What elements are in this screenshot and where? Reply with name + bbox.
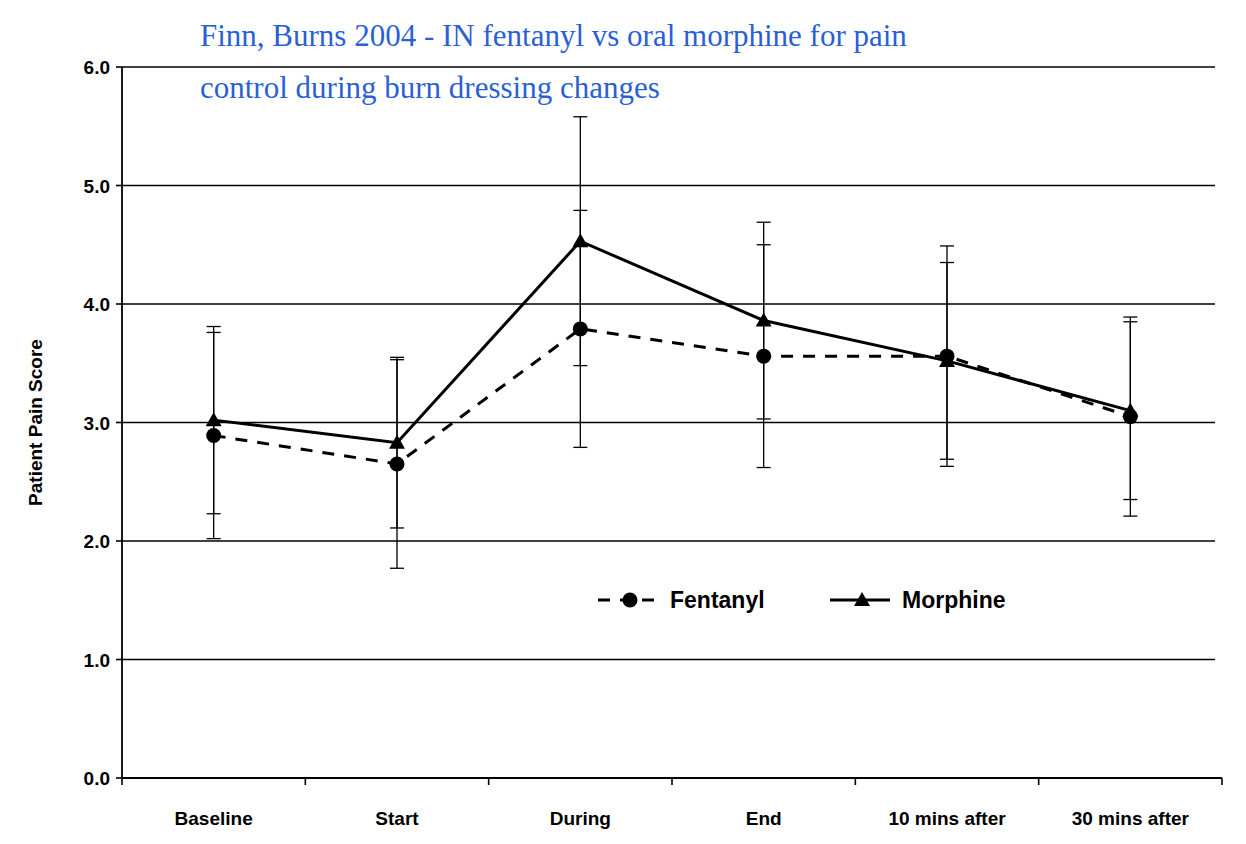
y-tick-label: 5.0 — [84, 176, 110, 197]
x-tick — [305, 778, 307, 785]
data-point — [939, 353, 955, 367]
data-point — [389, 435, 405, 449]
x-tick — [488, 778, 490, 785]
error-bar — [573, 117, 587, 366]
grid-line — [122, 540, 1215, 542]
x-tick — [1221, 778, 1223, 785]
x-tick-label: During — [550, 808, 611, 829]
x-tick-label: Baseline — [175, 808, 253, 829]
grid-line — [122, 185, 1215, 187]
legend-label: Fentanyl — [670, 587, 765, 613]
data-point — [756, 313, 772, 327]
chart-title: Finn, Burns 2004 - IN fentanyl vs oral m… — [200, 10, 920, 114]
y-tick-label: 6.0 — [84, 57, 110, 78]
x-tick — [671, 778, 673, 785]
error-bar — [390, 357, 404, 528]
error-bar — [940, 246, 954, 466]
x-tick — [855, 778, 857, 785]
legend-marker — [854, 592, 870, 606]
x-tick-label: 30 mins after — [1072, 808, 1190, 829]
y-tick-label: 1.0 — [84, 650, 110, 671]
error-bar — [1123, 317, 1137, 516]
error-bar — [757, 222, 771, 419]
legend-label: Morphine — [902, 587, 1006, 613]
grid-line — [122, 659, 1215, 661]
y-axis — [121, 67, 123, 778]
y-tick-label: 3.0 — [84, 413, 110, 434]
series-line — [214, 329, 1131, 464]
y-axis-label: Patient Pain Score — [25, 339, 46, 506]
legend-marker — [623, 593, 638, 608]
series-line — [214, 241, 1131, 442]
legend: Fentanyl Morphine — [598, 587, 1006, 613]
y-tick-label: 2.0 — [84, 531, 110, 552]
grid-line — [122, 66, 1215, 68]
chart: 0.0 1.0 2.0 3.0 4.0 5.0 6.0 Baseline Start During… — [0, 0, 1246, 844]
error-bar — [940, 263, 954, 460]
data-point — [206, 412, 222, 426]
x-tick — [121, 778, 123, 785]
y-tick-label: 0.0 — [84, 768, 110, 789]
x-tick-label: 10 mins after — [888, 808, 1006, 829]
data-point — [1122, 403, 1138, 417]
x-tick-label: Start — [375, 808, 419, 829]
grid-line — [122, 303, 1215, 305]
grid-line — [122, 422, 1215, 424]
y-tick-label: 4.0 — [84, 294, 110, 315]
x-tick-label: End — [746, 808, 782, 829]
error-bar — [207, 327, 221, 514]
error-bar — [1123, 322, 1137, 500]
x-tick — [1038, 778, 1040, 785]
data-point — [572, 233, 588, 247]
plot-area — [206, 117, 1139, 568]
